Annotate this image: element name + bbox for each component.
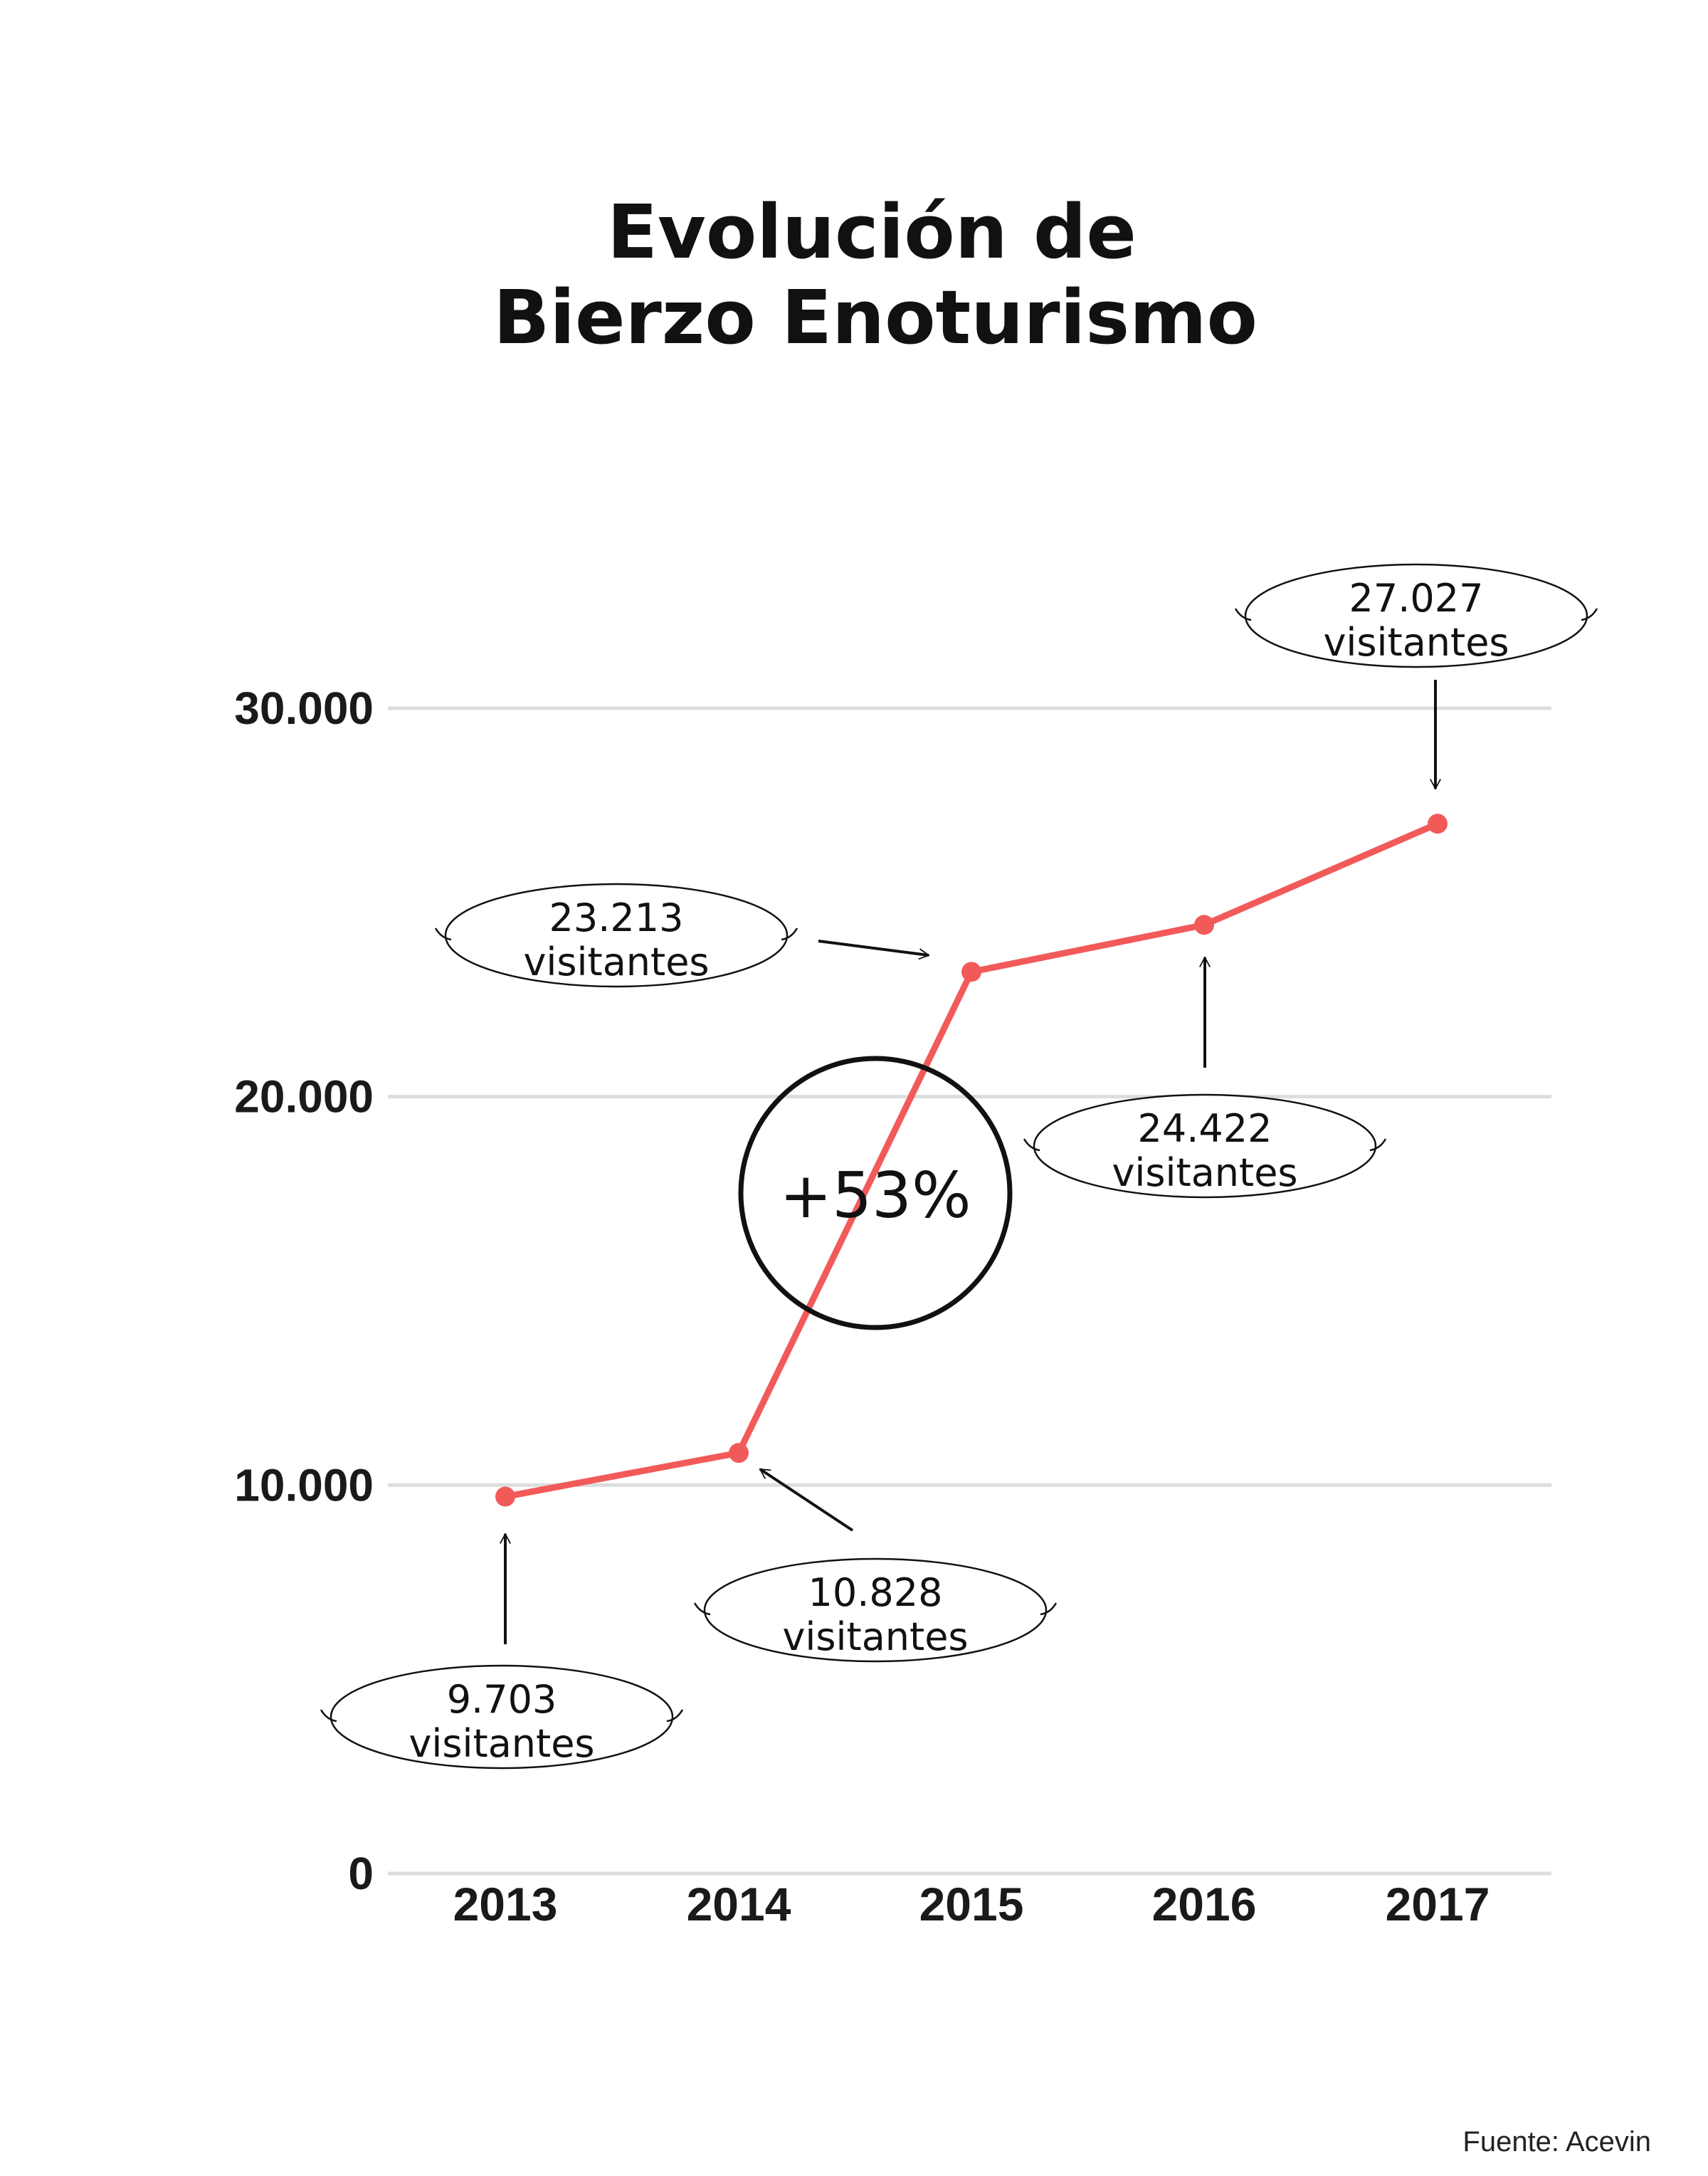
- series-visitantes: [495, 814, 1448, 1507]
- data-callouts: 9.703visitantes10.828visitantes23.213vis…: [320, 563, 1598, 1770]
- callout-value: 23.213: [549, 895, 684, 940]
- callout-ellipse: [703, 1557, 1048, 1663]
- callout-value: 24.422: [1138, 1106, 1272, 1151]
- data-point: [1194, 915, 1214, 935]
- callout-ellipse: [330, 1664, 674, 1770]
- x-tick-label: 2014: [687, 1878, 791, 1930]
- callout-tail-right: [1040, 1602, 1058, 1616]
- x-tick-label: 2015: [919, 1878, 1024, 1930]
- callout-tail-left: [693, 1602, 711, 1616]
- data-point: [961, 962, 981, 982]
- callout-tail-left: [1234, 608, 1252, 621]
- callout-value: 27.027: [1349, 576, 1484, 621]
- callout-tail-right: [1369, 1138, 1387, 1152]
- callout-value: 9.703: [447, 1677, 557, 1722]
- callout-arrow: [818, 940, 930, 960]
- callout-unit: visitantes: [1112, 1150, 1297, 1195]
- callout-value: 10.828: [808, 1570, 943, 1615]
- callout-ellipse: [1033, 1093, 1377, 1199]
- growth-highlight: +53%: [738, 1056, 1013, 1330]
- chart-title-line-2: Bierzo Enoturismo: [493, 274, 1258, 361]
- callout-tail-right: [1581, 608, 1598, 621]
- callout-ellipse: [1244, 563, 1588, 668]
- data-point: [495, 1486, 515, 1507]
- highlight-circle: [738, 1056, 1013, 1330]
- callout-unit: visitantes: [1323, 620, 1509, 665]
- data-point: [1428, 814, 1448, 834]
- x-tick-label: 2017: [1386, 1878, 1490, 1930]
- x-tick-label: 2013: [453, 1878, 558, 1930]
- highlight-percent: +53%: [779, 1159, 971, 1232]
- callout-unit: visitantes: [523, 940, 709, 984]
- chart-title-line-1: Evolución de: [607, 189, 1137, 275]
- y-tick-label: 10.000: [234, 1459, 374, 1510]
- y-tick-label: 0: [348, 1848, 374, 1899]
- callout-tail-left: [320, 1709, 337, 1723]
- y-tick-label: 30.000: [234, 683, 374, 734]
- callout-tail-right: [666, 1709, 684, 1723]
- data-point: [729, 1443, 749, 1463]
- y-tick-label: 20.000: [234, 1071, 374, 1123]
- source-note: Fuente: Acevin: [1462, 2126, 1651, 2157]
- x-tick-label: 2016: [1152, 1878, 1257, 1930]
- callout-ellipse: [444, 883, 789, 988]
- callout-arrow: [759, 1468, 854, 1532]
- callout-unit: visitantes: [408, 1721, 594, 1766]
- callout-tail-left: [1023, 1138, 1040, 1152]
- x-axis-ticks: 2013 2014 2015 2016 2017: [453, 1878, 1490, 1930]
- y-axis-ticks: 0 10.000 20.000 30.000: [234, 683, 374, 1899]
- callout-tail-left: [434, 927, 452, 941]
- callout-tail-right: [781, 927, 798, 941]
- callout-unit: visitantes: [782, 1614, 968, 1659]
